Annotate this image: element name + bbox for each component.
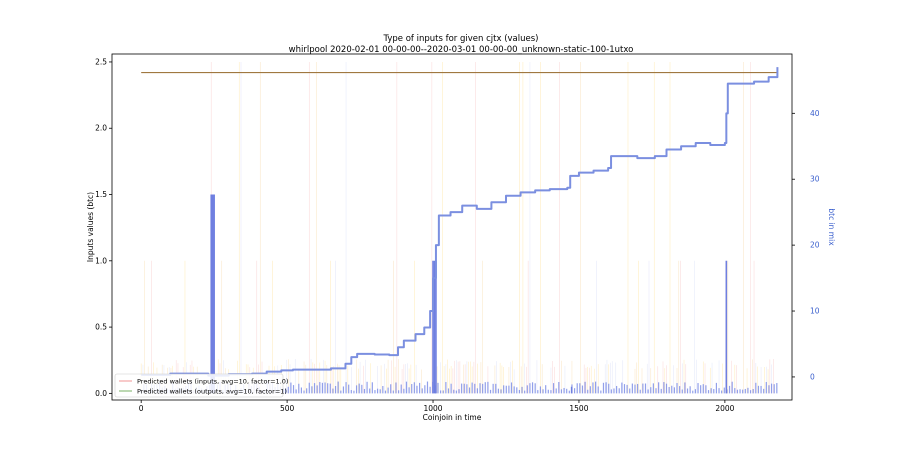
legend: Predicted wallets (inputs, avg=10, facto… bbox=[114, 373, 288, 398]
y-tick-label: 2.5 bbox=[95, 57, 107, 66]
chart-subtitle: whirlpool 2020-02-01 00-00-00--2020-03-0… bbox=[289, 45, 634, 55]
y-right-tick-label: 20 bbox=[810, 241, 820, 250]
chart-title: Type of inputs for given cjtx (values) bbox=[383, 34, 539, 44]
background-bars bbox=[140, 61, 774, 394]
y-right-axis-ticks: 0 10 20 30 40 bbox=[792, 109, 820, 381]
legend-box bbox=[114, 373, 284, 398]
y-right-tick-label: 10 bbox=[810, 307, 820, 316]
y-tick-label: 0.5 bbox=[95, 323, 107, 332]
y-right-tick-label: 40 bbox=[810, 109, 820, 118]
x-axis-ticks: 0 500 1000 1500 2000 bbox=[139, 400, 735, 413]
btc-in-mix-group bbox=[141, 67, 779, 377]
y-tick-label: 1.0 bbox=[95, 256, 107, 265]
y-axis-ticks: 0.0 0.5 1.0 1.5 2.0 2.5 bbox=[95, 57, 112, 398]
y-right-tick-label: 30 bbox=[810, 175, 820, 184]
x-tick-label: 1000 bbox=[423, 404, 442, 413]
x-tick-label: 0 bbox=[139, 404, 144, 413]
y-tick-label: 1.5 bbox=[95, 190, 107, 199]
x-tick-label: 1500 bbox=[569, 404, 588, 413]
y-right-tick-label: 0 bbox=[810, 372, 815, 381]
y-tick-label: 2.0 bbox=[95, 124, 107, 133]
y-right-axis-title: btc in mix bbox=[827, 208, 836, 246]
legend-label-outputs: Predicted wallets (outputs, avg=10, fact… bbox=[137, 388, 287, 396]
btc-in-mix-line bbox=[141, 67, 779, 377]
x-axis-title: Coinjoin in time bbox=[423, 413, 482, 422]
x-tick-label: 500 bbox=[280, 404, 295, 413]
legend-label-inputs: Predicted wallets (inputs, avg=10, facto… bbox=[137, 378, 288, 386]
plot-frame bbox=[111, 53, 793, 401]
x-tick-label: 2000 bbox=[715, 404, 734, 413]
y-axis-title: Inputs values (btc) bbox=[86, 192, 95, 262]
y-tick-label: 0.0 bbox=[95, 389, 107, 398]
